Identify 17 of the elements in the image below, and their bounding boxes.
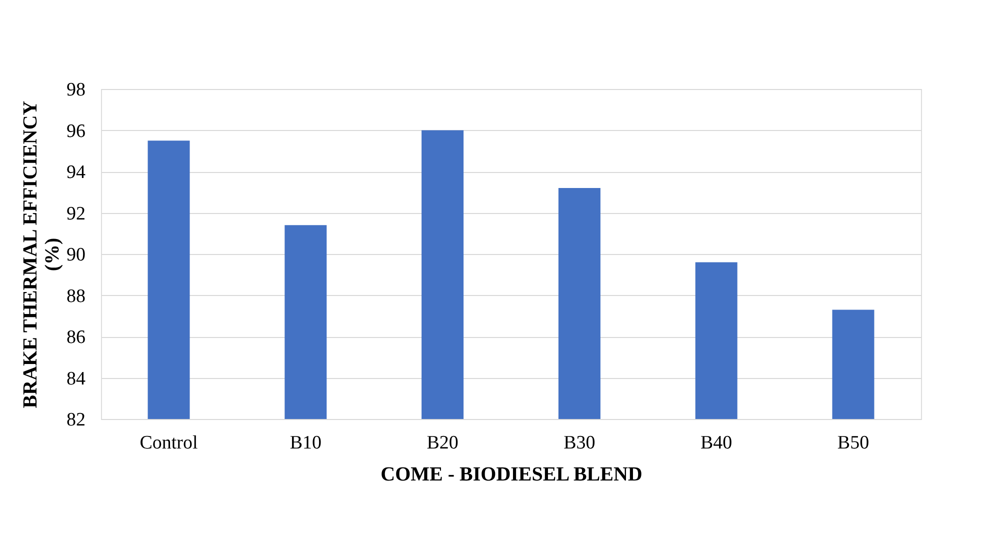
- x-tick-label: B30: [564, 432, 596, 454]
- x-tick-label: B20: [426, 432, 458, 454]
- y-tick-label: 86: [66, 327, 86, 348]
- y-tick-label: 92: [66, 203, 86, 224]
- y-tick-label: 90: [66, 244, 86, 266]
- y-tick-label: 88: [66, 286, 86, 307]
- y-tick-label: 94: [66, 162, 86, 183]
- x-tick-label: B50: [837, 432, 870, 454]
- y-tick-label: 82: [66, 410, 86, 430]
- x-tick-label: B10: [290, 432, 322, 454]
- y-tick-label: 84: [66, 368, 86, 390]
- x-tick-label: Control: [140, 432, 198, 454]
- x-axis-title: COME - BIODIESEL BLEND: [380, 464, 642, 486]
- y-tick-label: 96: [66, 120, 86, 142]
- y-axis-title: BRAKE THERMAL EFFICIENCY (%): [20, 100, 64, 408]
- y-tick-label: 98: [66, 80, 86, 100]
- x-tick-label: B40: [700, 432, 732, 454]
